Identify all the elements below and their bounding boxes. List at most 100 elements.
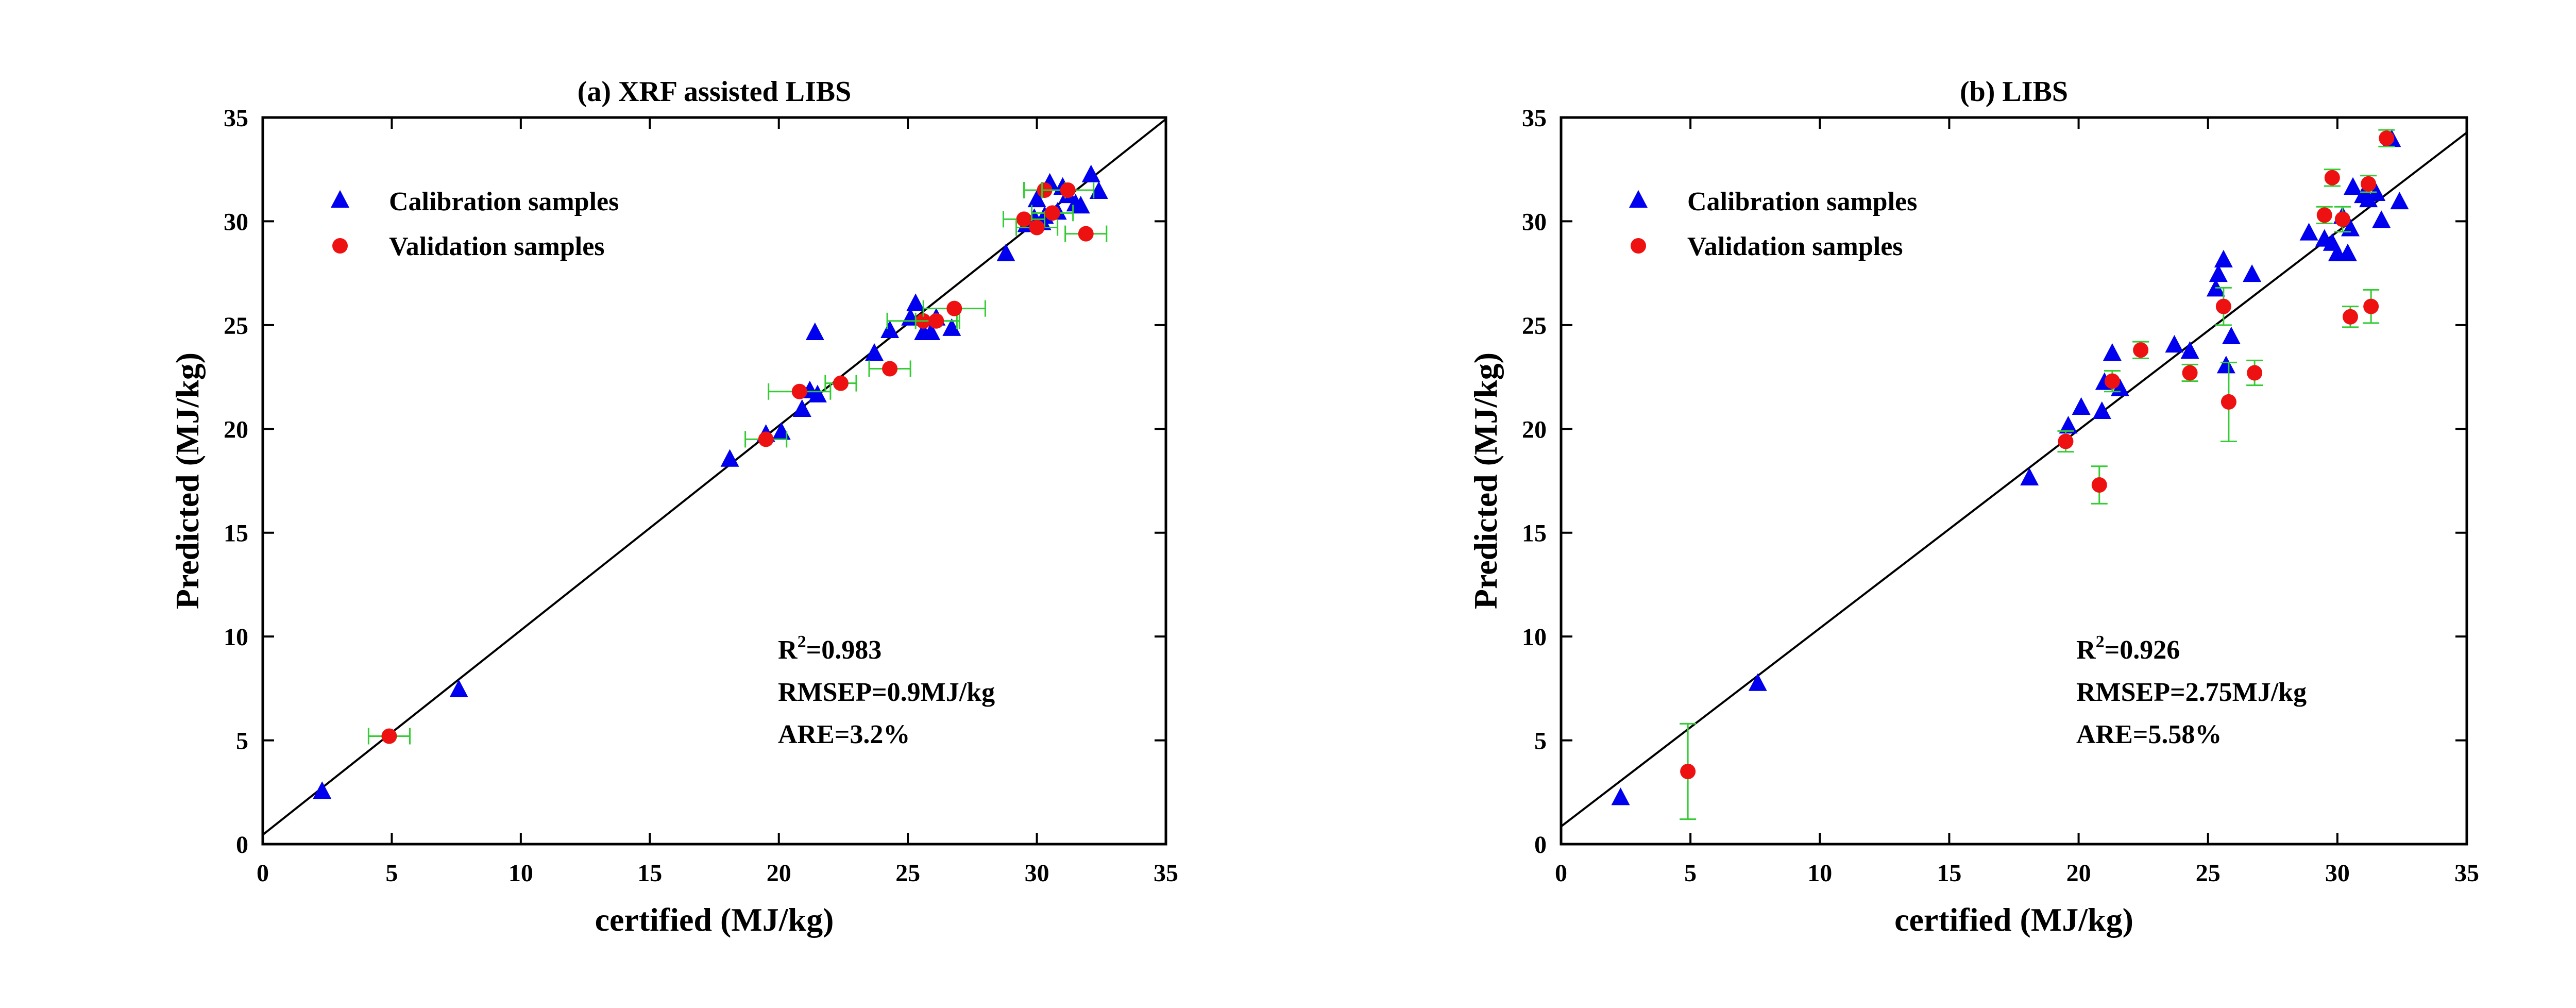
validation-point	[2361, 176, 2377, 192]
x-tick-label: 35	[1154, 860, 1178, 887]
calibration-point	[996, 243, 1015, 261]
validation-point	[833, 375, 849, 391]
y-tick-label: 15	[224, 520, 248, 547]
rmsep-annotation: RMSEP=2.75MJ/kg	[2076, 678, 2307, 707]
calibration-point	[449, 679, 468, 697]
validation-point	[381, 728, 397, 744]
calibration-point	[2092, 401, 2111, 419]
legend-calibration-label: Calibration samples	[389, 187, 619, 216]
calibration-point	[2180, 341, 2199, 359]
y-tick-label: 15	[1522, 520, 1547, 547]
rmsep-annotation: RMSEP=0.9MJ/kg	[778, 678, 995, 707]
plot-area	[1561, 129, 2467, 828]
y-tick-label: 25	[1522, 312, 1547, 340]
x-axis-label: certified (MJ/kg)	[1894, 901, 2133, 938]
validation-point	[2215, 298, 2231, 314]
calibration-point	[1027, 189, 1046, 208]
validation-point	[928, 313, 944, 329]
r2-prefix: R	[2076, 635, 2096, 665]
r2-annotation: R2=0.983	[778, 632, 882, 665]
calibration-point	[2214, 249, 2233, 267]
y-tick-label: 30	[224, 208, 248, 236]
chart-title: (a) XRF assisted LIBS	[578, 76, 852, 108]
x-tick-label: 0	[1555, 860, 1567, 887]
calibration-point	[2338, 243, 2357, 261]
validation-point	[2058, 433, 2074, 449]
validation-point	[2133, 342, 2149, 358]
validation-point	[791, 383, 807, 399]
calibration-point	[772, 422, 791, 440]
calibration-point	[2299, 223, 2318, 241]
legend-calibration-marker	[331, 190, 349, 208]
calibration-point	[1611, 787, 1630, 805]
calibration-point	[2243, 264, 2262, 282]
x-tick-label: 15	[637, 860, 662, 887]
legend-calibration-marker	[1629, 190, 1648, 208]
calibration-point	[2059, 416, 2078, 434]
y-tick-label: 0	[1534, 831, 1547, 859]
validation-point	[1060, 182, 1076, 198]
validation-point	[2247, 365, 2263, 381]
calibration-point	[922, 322, 941, 340]
x-tick-label: 5	[1684, 860, 1697, 887]
chart-title: (b) LIBS	[1960, 76, 2068, 108]
are-annotation: ARE=3.2%	[778, 720, 910, 749]
r2-value: =0.983	[806, 635, 882, 665]
calibration-point	[1081, 164, 1100, 182]
x-tick-label: 30	[1025, 860, 1049, 887]
plot-frame	[1560, 116, 2468, 846]
r2-value: =0.926	[2105, 635, 2180, 665]
fit-line	[1561, 131, 2467, 828]
x-axis-label: certified (MJ/kg)	[595, 901, 834, 938]
r2-superscript: 2	[2096, 632, 2105, 651]
x-tick-label: 20	[767, 860, 791, 887]
calibration-point	[808, 384, 827, 402]
validation-point	[946, 300, 962, 316]
validation-point	[1029, 220, 1045, 236]
calibration-point	[2209, 264, 2228, 282]
x-tick-label: 0	[257, 860, 269, 887]
y-tick-label: 10	[1522, 624, 1547, 651]
x-tick-label: 25	[2196, 860, 2221, 887]
calibration-point	[906, 293, 925, 311]
calibration-point	[942, 318, 961, 336]
validation-point	[882, 361, 898, 377]
calibration-point	[2020, 467, 2039, 485]
validation-point	[2324, 170, 2340, 186]
y-tick-label: 20	[1522, 416, 1547, 443]
r2-prefix: R	[778, 635, 798, 665]
validation-point	[758, 431, 774, 447]
y-axis-label: Predicted (MJ/kg)	[1467, 352, 1504, 609]
validation-point	[2334, 211, 2350, 227]
calibration-point	[2390, 191, 2409, 210]
x-tick-label: 10	[509, 860, 533, 887]
validation-point	[1078, 226, 1094, 242]
calibration-point	[880, 320, 900, 338]
calibration-point	[2072, 397, 2091, 415]
calibration-point	[2343, 177, 2362, 195]
y-tick-label: 20	[224, 416, 248, 443]
legend-calibration-label: Calibration samples	[1687, 187, 1917, 216]
y-tick-label: 30	[1522, 208, 1547, 236]
calibration-point	[2103, 343, 2122, 361]
calibration-point	[2372, 210, 2391, 228]
r2-superscript: 2	[798, 632, 806, 651]
calibration-point	[865, 343, 884, 361]
calibration-point	[2216, 356, 2235, 374]
x-tick-label: 20	[2066, 860, 2091, 887]
y-tick-label: 35	[1522, 105, 1547, 132]
calibration-point	[805, 322, 824, 340]
x-tick-label: 35	[2454, 860, 2479, 887]
calibration-point	[2222, 326, 2241, 345]
validation-point	[1016, 211, 1032, 227]
validation-point	[2363, 298, 2379, 314]
y-tick-label: 5	[236, 728, 248, 755]
validation-point	[2221, 394, 2236, 410]
validation-point	[2104, 373, 2120, 389]
validation-point	[2342, 309, 2358, 325]
legend-validation-marker	[332, 238, 348, 254]
plot-frame	[261, 116, 1167, 846]
x-tick-label: 15	[1937, 860, 1961, 887]
